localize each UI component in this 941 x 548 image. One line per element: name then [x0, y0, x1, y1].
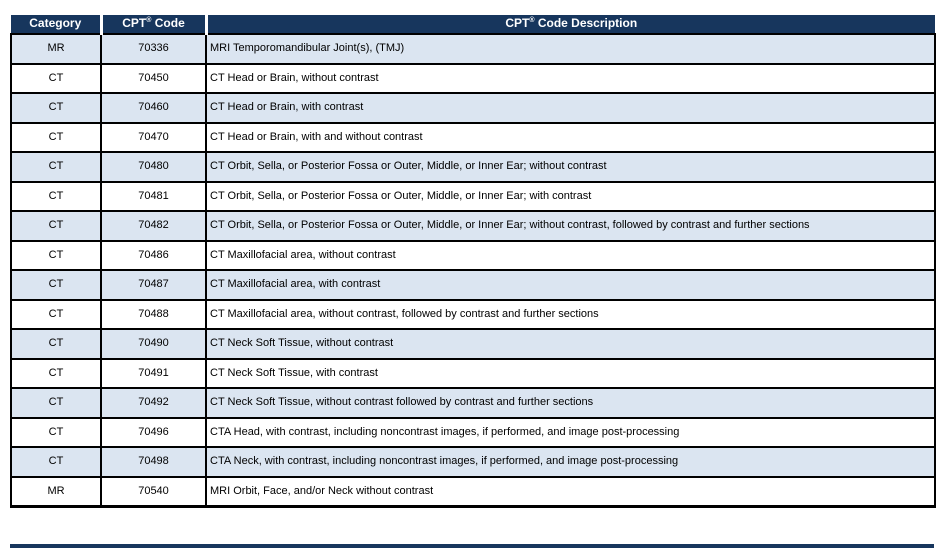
table-row: CT 70480 CT Orbit, Sella, or Posterior Fos… — [10, 151, 936, 183]
header-cpt-code-description-label: CPT — [505, 15, 530, 30]
description-cell: CT Head or Brain, without contrast — [205, 62, 936, 94]
description-cell: CT Neck Soft Tissue, with contrast — [205, 357, 936, 389]
cpt-code-cell: 70491 — [100, 357, 207, 389]
table-row: CT 70450 CT Head or Brain, without contras… — [10, 62, 936, 94]
category-cell: CT — [10, 328, 102, 360]
category-cell: CT — [10, 180, 102, 212]
category-cell: CT — [10, 357, 102, 389]
table-row: CT 70481 CT Orbit, Sella, or Posterior Fos… — [10, 180, 936, 212]
table-row: CT 70488 CT Maxillofacial area, without co… — [10, 298, 936, 330]
cpt-code-cell: 70540 — [100, 475, 207, 508]
description-cell: CT Neck Soft Tissue, without contrast fo… — [205, 387, 936, 419]
description-cell: CT Orbit, Sella, or Posterior Fossa or O… — [205, 180, 936, 212]
table-body: MR 70336 MRI Temporomandibular Joint(s), (… — [10, 33, 936, 508]
cpt-code-cell: 70486 — [100, 239, 207, 271]
category-cell: CT — [10, 446, 102, 478]
header-cpt-code-label-post: Code — [151, 15, 185, 30]
header-cpt-code-description-label-post: Code Description — [534, 15, 638, 30]
category-cell: CT — [10, 62, 102, 94]
table-row: CT 70482 CT Orbit, Sella, or Posterior Fos… — [10, 210, 936, 242]
description-cell: CT Orbit, Sella, or Posterior Fossa or O… — [205, 210, 936, 242]
header-category-label: Category — [29, 15, 82, 30]
cpt-code-cell: 70492 — [100, 387, 207, 419]
category-cell: CT — [10, 298, 102, 330]
cpt-code-cell: 70488 — [100, 298, 207, 330]
table-row: CT 70496 CTA Head, with contrast, includin… — [10, 416, 936, 448]
header-cpt-code-description: CPT® Code Description — [204, 15, 935, 35]
table-row: CT 70491 CT Neck Soft Tissue, with contras… — [10, 357, 936, 389]
registered-trademark-sup: ® — [146, 16, 152, 24]
cpt-code-cell: 70470 — [100, 121, 207, 153]
registered-trademark-sup: ® — [529, 16, 535, 24]
category-cell: CT — [10, 416, 102, 448]
table-row: CT 70487 CT Maxillofacial area, with contr… — [10, 269, 936, 301]
header-category: Category — [11, 15, 101, 35]
table-row: CT 70470 CT Head or Brain, with and withou… — [10, 121, 936, 153]
table-row: MR 70540 MRI Orbit, Face, and/or Neck with… — [10, 475, 936, 508]
category-cell: CT — [10, 151, 102, 183]
cpt-code-cell: 70336 — [100, 33, 207, 65]
description-cell: CTA Head, with contrast, including nonco… — [205, 416, 936, 448]
description-cell: CT Head or Brain, with and without contr… — [205, 121, 936, 153]
description-cell: CT Maxillofacial area, with contrast — [205, 269, 936, 301]
cpt-code-cell: 70481 — [100, 180, 207, 212]
cpt-code-cell: 70496 — [100, 416, 207, 448]
cpt-code-cell: 70450 — [100, 62, 207, 94]
table-row: MR 70336 MRI Temporomandibular Joint(s), (… — [10, 33, 936, 65]
description-cell: CT Orbit, Sella, or Posterior Fossa or O… — [205, 151, 936, 183]
category-cell: CT — [10, 92, 102, 124]
category-cell: CT — [10, 210, 102, 242]
cpt-code-cell: 70490 — [100, 328, 207, 360]
category-cell: CT — [10, 387, 102, 419]
description-cell: CTA Neck, with contrast, including nonco… — [205, 446, 936, 478]
cpt-code-cell: 70498 — [100, 446, 207, 478]
cpt-code-cell: 70460 — [100, 92, 207, 124]
cpt-code-cell: 70482 — [100, 210, 207, 242]
table-header: Category CPT® Code CPT® Code Description — [11, 15, 935, 35]
cpt-code-cell: 70487 — [100, 269, 207, 301]
description-cell: CT Head or Brain, with contrast — [205, 92, 936, 124]
category-cell: CT — [10, 269, 102, 301]
description-cell: CT Neck Soft Tissue, without contrast — [205, 328, 936, 360]
description-cell: MRI Orbit, Face, and/or Neck without con… — [205, 475, 936, 508]
category-cell: MR — [10, 33, 102, 65]
table-row: CT 70460 CT Head or Brain, with contrast — [10, 92, 936, 124]
description-cell: MRI Temporomandibular Joint(s), (TMJ) — [205, 33, 936, 65]
cpt-code-table: Category CPT® Code CPT® Code Description… — [10, 15, 936, 508]
next-table-header-strip — [10, 544, 934, 548]
cpt-code-cell: 70480 — [100, 151, 207, 183]
table-row: CT 70490 CT Neck Soft Tissue, without cont… — [10, 328, 936, 360]
category-cell: CT — [10, 239, 102, 271]
header-row: Category CPT® Code CPT® Code Description — [11, 15, 935, 35]
description-cell: CT Maxillofacial area, without contrast,… — [205, 298, 936, 330]
table-row: CT 70498 CTA Neck, with contrast, includin… — [10, 446, 936, 478]
table-row: CT 70492 CT Neck Soft Tissue, without cont… — [10, 387, 936, 419]
header-cpt-code: CPT® Code — [99, 15, 206, 35]
description-cell: CT Maxillofacial area, without contrast — [205, 239, 936, 271]
table-row: CT 70486 CT Maxillofacial area, without co… — [10, 239, 936, 271]
header-cpt-code-label: CPT — [122, 15, 147, 30]
category-cell: MR — [10, 475, 102, 508]
category-cell: CT — [10, 121, 102, 153]
